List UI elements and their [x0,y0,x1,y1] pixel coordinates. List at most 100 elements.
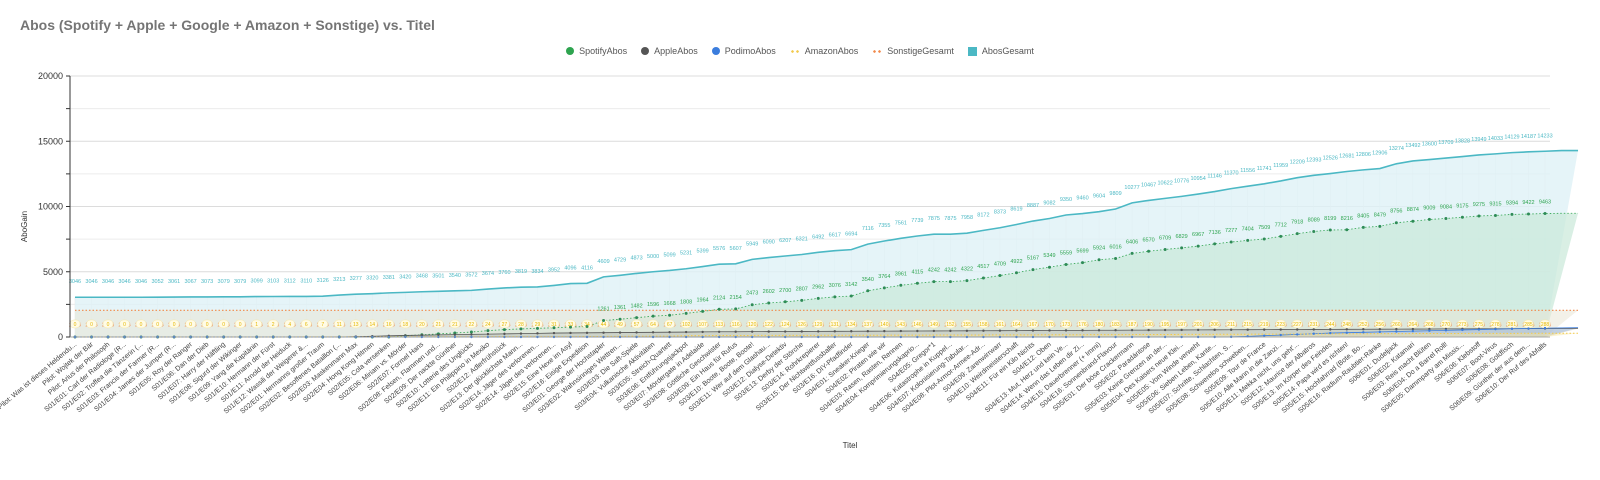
amazon-label: 22 [469,322,475,328]
legend-item[interactable]: SonstigeGesamt [872,46,954,56]
spotify-label: 4242 [928,268,940,274]
amazon-label: 183 [1111,322,1120,328]
spotify-point [1097,258,1101,262]
spotify-point [618,317,622,321]
spotify-label: 1596 [647,302,659,308]
spotify-point [1427,217,1431,221]
spotify-point [866,289,870,293]
amazon-bubble [813,319,824,329]
amazon-bubble [152,319,163,329]
spotify-point [965,279,969,283]
spotify-point [1064,262,1068,266]
amazon-label: 170 [1045,322,1054,328]
spotify-label: 2807 [796,286,808,292]
amazon-bubble [746,319,758,329]
apple-point [1081,329,1084,332]
spotify-label: 8216 [1341,216,1353,222]
abos-gesamt-label: 14187 [1521,134,1536,140]
amazon-label: 206 [1210,322,1219,328]
podimo-point [1510,327,1514,330]
amazon-bubble [1110,319,1121,329]
amazon-label: 158 [979,322,988,328]
apple-point [1378,327,1382,331]
spotify-point [1312,229,1316,233]
x-axis-title: Titel [843,441,858,450]
legend-label: PodimoAbos [724,46,776,56]
apple-point [569,331,572,335]
spotify-label: 4517 [977,264,989,270]
apple-point [1362,328,1365,331]
spotify-label: 1261 [597,307,609,313]
spotify-point [1047,265,1051,269]
abos-gesamt-label: 7355 [878,223,890,229]
legend-item[interactable]: AmazonAbos [789,46,858,56]
y-tick-label: 0 [58,332,63,342]
abos-gesamt-label: 3046 [69,279,81,285]
amazon-label: 126 [798,322,807,328]
amazon-label: 0 [123,322,126,328]
abos-gesamt-label: 12526 [1323,156,1338,162]
podimo-point [1345,331,1348,334]
apple-point [1196,328,1200,332]
abos-gesamt-label: 3103 [267,279,279,285]
amazon-label: 27 [502,322,508,328]
spotify-point [1543,212,1547,216]
abos-gesamt-label: 3046 [118,279,130,285]
spotify-label: 3076 [829,283,841,289]
amazon-label: 64 [650,322,656,328]
spotify-point [800,298,804,302]
amazon-label: 0 [74,322,77,328]
apple-point [717,330,721,333]
amazon-bubble [218,319,229,329]
spotify-label: 7136 [1209,230,1221,236]
dots-legend-icon [872,49,883,53]
amazon-bubble [1341,319,1353,329]
legend-item[interactable]: AppleAbos [641,46,698,56]
amazon-label: 116 [732,322,740,328]
spotify-point [1279,234,1283,238]
amazon-label: 285 [1524,322,1533,328]
apple-point [1064,329,1068,332]
abos-gesamt-label: 7875 [928,216,940,222]
amazon-label: 34 [584,322,590,328]
apple-point [437,333,440,337]
abos-gesamt-label: 6492 [812,234,824,240]
amazon-bubble [912,319,923,329]
spotify-point [1130,251,1134,255]
amazon-bubble [631,319,642,329]
spotify-point [668,313,672,317]
apple-point [899,329,903,333]
spotify-point [849,294,853,298]
amazon-label: 197 [1177,322,1186,328]
amazon-bubble [1192,319,1204,329]
spotify-label: 2124 [713,295,725,301]
legend-item[interactable]: PodimoAbos [711,46,776,56]
spotify-point [1213,242,1217,246]
spotify-label: 4709 [994,262,1006,268]
amazon-label: 190 [1144,322,1153,328]
apple-point [519,332,523,335]
amazon-label: 201 [1194,322,1203,328]
y-axis-title: AboGain [20,211,29,242]
amazon-label: 252 [1359,322,1368,328]
abos-gesamt-label: 3099 [251,279,263,285]
spotify-point [1295,232,1299,236]
apple-point [916,329,919,333]
spotify-label: 1808 [680,299,692,305]
legend-item[interactable]: SpotifyAbos [566,46,627,56]
podimo-point [1296,333,1299,336]
apple-point [701,330,704,334]
amazon-label: 7 [321,322,324,328]
spotify-label: 9275 [1473,202,1485,208]
abos-gesamt-label: 3061 [168,279,180,285]
spotify-label: 8405 [1357,213,1369,219]
amazon-bubble [1325,319,1336,329]
legend-item[interactable]: AbosGesamt [967,46,1034,56]
amazon-label: 264 [1409,322,1418,328]
spotify-label: 7277 [1225,228,1237,234]
amazon-label: 1 [255,322,258,328]
apple-point [618,331,622,334]
amazon-label: 102 [682,322,691,328]
apple-point [1395,327,1398,331]
